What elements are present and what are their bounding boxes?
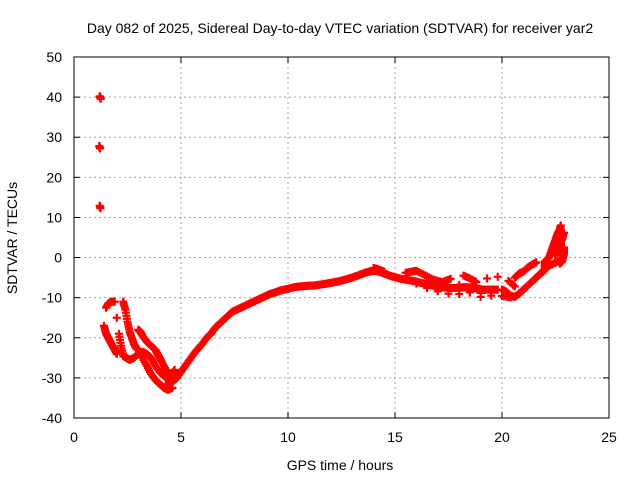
y-tick-label: -20	[42, 330, 62, 346]
y-tick-label: 0	[54, 250, 62, 266]
data-point	[493, 272, 502, 281]
data-point	[560, 243, 569, 252]
data-point	[556, 221, 565, 230]
data-point	[96, 144, 105, 153]
y-tick-label: -30	[42, 370, 62, 386]
y-tick-label: 20	[46, 169, 62, 185]
data-point	[433, 287, 442, 296]
data-points	[95, 92, 569, 394]
data-point	[96, 94, 105, 103]
data-point	[112, 313, 121, 322]
data-point	[380, 267, 389, 276]
y-tick-label: 50	[46, 49, 62, 65]
y-tick-label: 40	[46, 89, 62, 105]
x-tick-label: 10	[280, 429, 296, 445]
x-axis-label: GPS time / hours	[287, 457, 394, 473]
y-tick-label: 30	[46, 129, 62, 145]
x-tick-label: 15	[387, 429, 403, 445]
data-point	[444, 289, 453, 298]
data-point	[110, 297, 119, 306]
chart-title: Day 082 of 2025, Sidereal Day-to-day VTE…	[87, 20, 593, 36]
grid-lines	[74, 57, 609, 418]
data-point	[401, 275, 410, 284]
data-point	[170, 365, 179, 374]
data-point	[446, 274, 455, 283]
x-tick-label: 20	[494, 429, 510, 445]
data-point	[423, 284, 432, 293]
x-tick-label: 25	[601, 429, 617, 445]
data-point	[532, 258, 541, 267]
plot-border	[73, 56, 610, 419]
data-point	[510, 282, 519, 291]
data-point	[96, 204, 105, 213]
axis-ticks: 0 5 10 15 20 25 -40 -30 -20 -10 0 10 20 30 40 50	[42, 49, 617, 445]
y-axis-label: SDTVAR / TECUs	[4, 182, 20, 294]
data-point	[560, 228, 569, 237]
data-point	[455, 290, 464, 299]
data-point	[412, 279, 421, 288]
data-point	[483, 274, 492, 283]
y-tick-label: -10	[42, 290, 62, 306]
y-tick-label: 10	[46, 209, 62, 225]
data-point	[472, 278, 481, 287]
data-point	[455, 280, 464, 289]
x-tick-label: 0	[70, 429, 78, 445]
data-point	[465, 287, 474, 296]
data-point	[487, 286, 496, 295]
data-point	[476, 288, 485, 297]
x-tick-label: 5	[177, 429, 185, 445]
y-tick-label: -40	[42, 410, 62, 426]
